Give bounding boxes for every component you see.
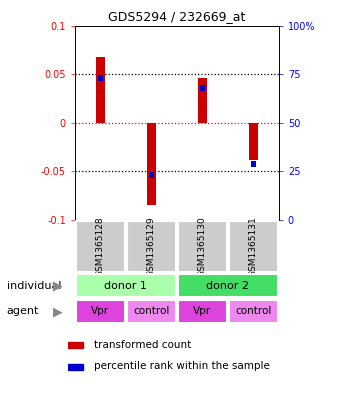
Text: agent: agent <box>7 307 39 316</box>
Bar <box>96 57 105 123</box>
Text: ▶: ▶ <box>53 305 63 318</box>
Text: GSM1365128: GSM1365128 <box>96 216 105 277</box>
Bar <box>149 173 154 178</box>
Text: control: control <box>235 307 271 316</box>
Bar <box>229 221 278 272</box>
Text: individual: individual <box>7 281 61 291</box>
Text: percentile rank within the sample: percentile rank within the sample <box>94 361 269 371</box>
Bar <box>68 342 83 348</box>
Text: GSM1365129: GSM1365129 <box>147 216 156 277</box>
Title: GDS5294 / 232669_at: GDS5294 / 232669_at <box>108 10 245 23</box>
Text: GSM1365130: GSM1365130 <box>198 216 207 277</box>
Bar <box>200 85 205 91</box>
Bar <box>68 364 83 370</box>
Bar <box>249 123 258 160</box>
Bar <box>251 161 256 167</box>
Bar <box>76 300 125 323</box>
Text: control: control <box>133 307 169 316</box>
Bar <box>198 78 207 123</box>
Bar <box>127 300 176 323</box>
Bar <box>229 300 278 323</box>
Bar <box>76 221 125 272</box>
Text: donor 2: donor 2 <box>206 281 249 291</box>
Text: donor 1: donor 1 <box>104 281 147 291</box>
Text: transformed count: transformed count <box>94 340 191 350</box>
Text: ▶: ▶ <box>53 279 63 292</box>
Bar <box>98 75 103 81</box>
Text: Vpr: Vpr <box>193 307 211 316</box>
Bar <box>147 123 156 206</box>
Bar <box>178 300 227 323</box>
Text: GSM1365131: GSM1365131 <box>249 216 258 277</box>
Bar <box>178 274 278 298</box>
Bar <box>127 221 176 272</box>
Text: Vpr: Vpr <box>91 307 109 316</box>
Bar <box>178 221 227 272</box>
Bar <box>76 274 176 298</box>
